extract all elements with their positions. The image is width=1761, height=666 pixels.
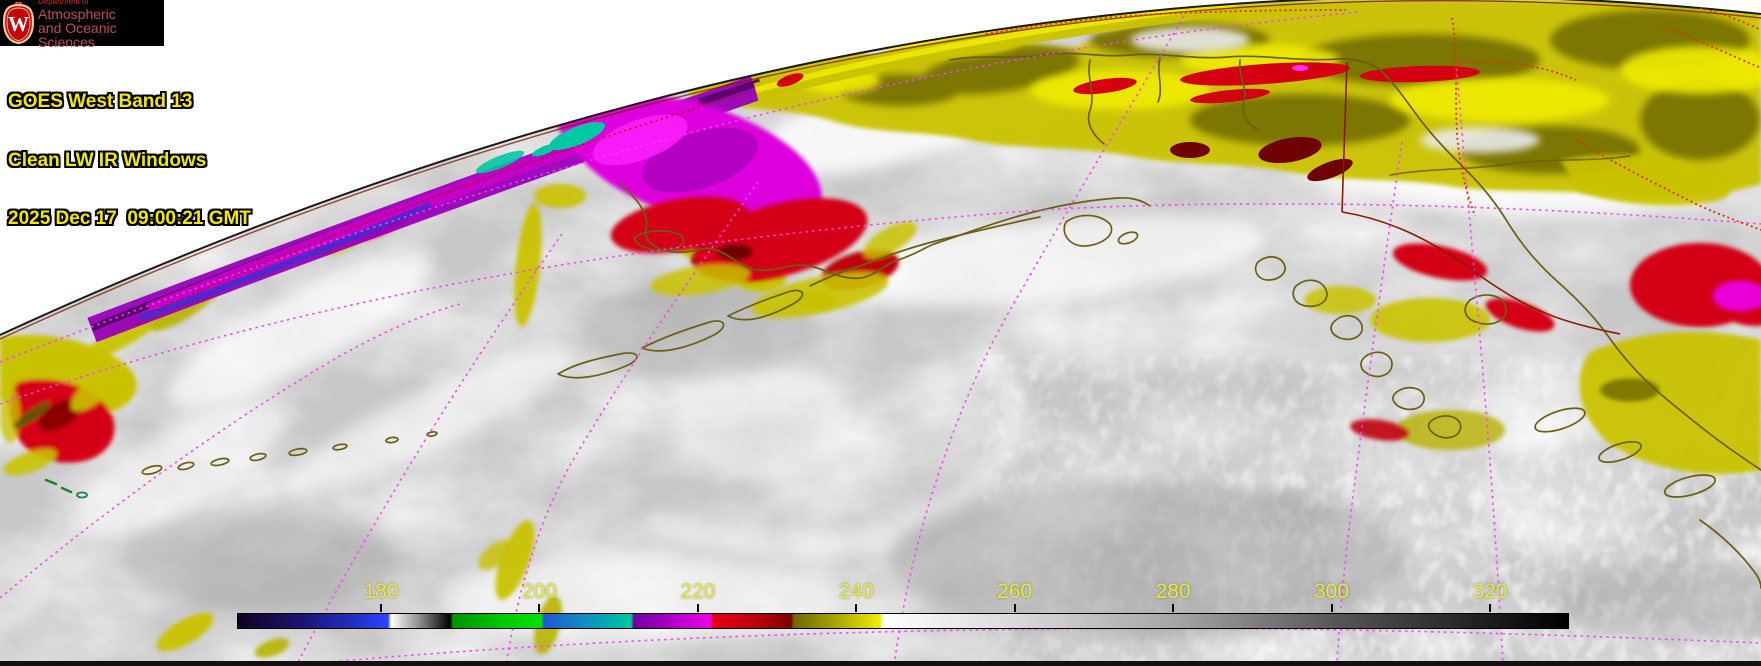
limb-cyan-cores [475, 122, 606, 174]
title-product-name: Clean LW IR Windows [8, 149, 207, 171]
border-se-alaska [1341, 211, 1621, 335]
title-satellite-band: GOES West Band 13 [8, 91, 193, 112]
colorbar-tick [380, 604, 382, 612]
political-borders-dotted [985, 7, 1761, 231]
colorbar-tick [855, 604, 858, 612]
limb-parallel-red-dotted [151, 93, 743, 313]
colorbar-tick-label: 200 [521, 580, 557, 603]
uw-crest-icon: W [3, 2, 34, 44]
green-islets [44, 478, 88, 499]
colorbar-tick [1330, 604, 1333, 612]
colorbar-tick-label: 300 [1313, 580, 1350, 603]
graticule-parallel [0, 203, 1761, 405]
colorbar-tick-label: 220 [680, 580, 716, 603]
department-line2: and Oceanic Sciences [38, 20, 117, 50]
department-line1: Atmospheric [38, 6, 116, 22]
colorbar-tick-label: 180 [363, 580, 399, 603]
colorbar-tick [696, 604, 699, 612]
crest-letter: W [8, 12, 29, 36]
space-region [0, 0, 1761, 335]
limb-line [0, 0, 1761, 336]
graticule [0, 11, 1761, 666]
border-141w [1341, 61, 1348, 213]
uw-logo-banner: W Department of Atmospheric and Oceanic … [0, 0, 164, 49]
cloud-swirl [645, 348, 1027, 560]
colorbar-tick-label: 320 [1472, 580, 1508, 603]
graticule-meridian [893, 15, 1185, 666]
colorbar-tick [1013, 604, 1016, 612]
colorbar-tick [1488, 604, 1491, 612]
colorbar-tick [1172, 604, 1175, 612]
title-timestamp: 2025 Dec 17 09:00:21 GMT [8, 208, 251, 229]
department-wordmark: Department of Atmospheric and Oceanic Sc… [38, 0, 164, 49]
graticule-parallel [0, 303, 461, 599]
graticule-parallel [0, 11, 1361, 363]
department-of-label: Department of [38, 0, 89, 6]
colorbar-gradient-bar [237, 613, 1569, 629]
limb-inner-line [0, 0, 1761, 340]
colorbar-tick [538, 604, 541, 612]
political-borders [1341, 61, 1621, 335]
colorbar-tick-label: 280 [1155, 580, 1191, 603]
colorbar-tick-label: 260 [997, 580, 1033, 603]
colorbar-tick-label: 240 [838, 580, 874, 603]
graticule-meridian [505, 181, 759, 666]
bottom-edge-strip [0, 661, 1761, 666]
image-title: GOES West Band 13 Clean LW IR Windows 20… [8, 53, 251, 248]
